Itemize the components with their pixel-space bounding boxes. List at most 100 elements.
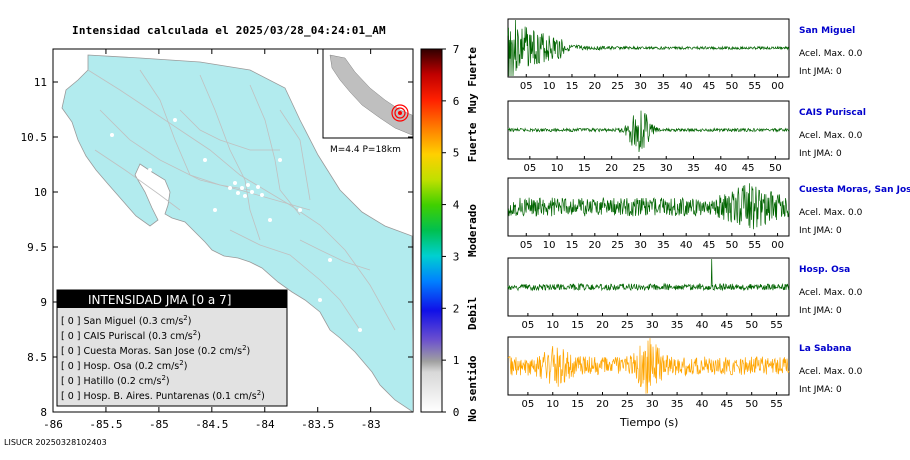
colorbar-tick-label: 6 [453,95,460,108]
seismogram-tick-label: 40 [714,163,727,174]
colorbar-tick-label: 1 [453,354,460,367]
seismogram-tick-label: 45 [720,399,733,410]
colorbar-labels: No sentido Debil Moderado Fuerte Muy Fuerte [466,47,479,422]
station-intensity: Int JMA: 0 [799,306,842,316]
map-ytick-label: 9 [40,296,47,309]
seismogram-tick-label: 05 [523,163,536,174]
colorbar-category-label: Debil [466,297,479,330]
seismogram-tick-label: 15 [571,320,584,331]
station-intensity: Int JMA: 0 [799,385,842,395]
legend-entry-unit-exp: 2 [183,314,187,322]
legend-entry-level: [ 0 ] [61,331,84,342]
seismogram-tick-label: 40 [680,240,693,251]
colorbar-tick-label: 7 [453,43,460,56]
map-y-axis: 8 8.5 9 9.5 10 10.5 11 [21,76,413,419]
map-x-axis: -86 -85.5 -85 -84.5 -84 -83.5 -83 [43,49,381,431]
time-axis-label: Tiempo (s) [619,416,678,429]
seismogram-tick-label: 40 [696,320,709,331]
seismogram-panel: 05 10 15 20 25 30 35 40 45 50 55 00 Cuesta Moras, Sa… [507,177,910,251]
roads [87,69,396,331]
seismogram-tick-label: 35 [657,81,670,92]
seismogram-tick-label: 00 [771,81,784,92]
colorbar-tick-label: 5 [453,147,460,160]
seismogram-panel: 05 10 15 20 25 30 35 40 45 50 55 La Sabana Acel. Max… [507,336,863,410]
seismogram-waveform [507,338,790,394]
legend-entry: [ 0 ] San Miguel (0.3 cm/s2) [61,314,191,327]
station-intensity: Int JMA: 0 [799,149,842,159]
seismogram-tick-label: 00 [771,240,784,251]
seismogram-tick-label: 55 [748,81,761,92]
map-xtick-label: -85.5 [89,418,122,431]
map-xtick-label: -83.5 [301,418,334,431]
seismogram-tick-label: 35 [671,399,684,410]
seismogram-panel: 05 10 15 20 25 30 35 40 45 50 CAIS Puriscal Acel. M… [507,100,866,174]
station-accel: Acel. Max. 0.0 [799,49,863,59]
seismogram-tick-label: 05 [520,81,533,92]
colorbar-category-label: Muy Fuerte [466,47,479,114]
colorbar-category-label: Moderado [466,204,479,257]
seismogram-tick-label: 50 [745,399,758,410]
intensity-colorbar [420,48,443,413]
station-intensity: Int JMA: 0 [799,226,842,236]
legend-entry-unit-exp: 2 [257,389,261,397]
seismogram-tick-label: 40 [696,399,709,410]
seismogram-tick-label: 20 [588,81,601,92]
seismogram-tick-label: 15 [571,399,584,410]
seismogram-tick-label: 40 [680,81,693,92]
seismogram-tick-label: 50 [726,240,739,251]
seismogram-tick-label: 25 [611,240,624,251]
map-xtick-label: -84.5 [195,418,228,431]
legend-entry-level: [ 0 ] [61,346,84,357]
legend-entry-unit-exp: 2 [242,344,246,352]
seismogram-tick-label: 35 [671,320,684,331]
station-accel: Acel. Max. 0.0 [799,367,863,377]
seismogram-tick-label: 10 [546,399,559,410]
map-xtick-label: -84 [255,418,275,431]
station-name: Cuesta Moras, San Jose [799,185,910,195]
legend-rows: [ 0 ] San Miguel (0.3 cm/s2) [ 0 ] CAIS P… [61,314,265,402]
map-xtick-label: -86 [43,418,63,431]
costa-rica-map [61,54,413,412]
colorbar-tick-label: 2 [453,302,460,315]
legend-entry-unit-exp: 2 [161,374,165,382]
legend-entry: [ 0 ] Hosp. B. Aires. Puntarenas (0.1 cm… [61,389,265,402]
seismogram-tick-label: 15 [578,163,591,174]
inset-map [322,48,414,139]
map-title: Intensidad calculada el 2025/03/28_04:24… [72,24,386,37]
legend-entry-tail: ) [188,316,192,327]
station-name: La Sabana [799,344,852,354]
colorbar-tick-label: 4 [453,199,460,212]
seismogram-waveform [507,258,790,292]
seismogram-tick-label: 10 [546,320,559,331]
seismogram-tick-label: 05 [522,320,535,331]
station-dots [110,118,362,332]
seismogram-tick-label: 30 [660,163,673,174]
map-ytick-label: 8 [40,406,47,419]
seismogram-tick-label: 05 [522,399,535,410]
legend-title: INTENSIDAD JMA [0 a 7] [88,293,231,307]
seismogram-tick-label: 55 [770,320,783,331]
seismogram-tick-label: 30 [634,240,647,251]
seismogram-tick-label: 35 [657,240,670,251]
seismogram-tick-label: 25 [611,81,624,92]
seismogram-tick-label: 25 [621,399,634,410]
map-xtick-label: -83 [361,418,381,431]
station-accel: Acel. Max. 0.0 [799,208,863,218]
seismogram-tick-label: 20 [588,240,601,251]
intensity-legend: INTENSIDAD JMA [0 a 7] [56,289,288,407]
seismogram-tick-label: 10 [551,163,564,174]
legend-entry-tail: ) [166,376,170,387]
legend-entry-tail: ) [261,391,265,402]
station-accel: Acel. Max. 0.0 [799,131,863,141]
seismogram-tick-label: 55 [770,399,783,410]
station-accel: Acel. Max. 0.0 [799,288,863,298]
seismogram-tick-label: 05 [520,240,533,251]
legend-entry-name: CAIS Puriscal (0.3 cm/s [84,331,193,342]
legend-entry-name: Cuesta Moras. San Jose (0.2 cm/s [84,346,243,357]
seismogram-tick-label: 30 [634,81,647,92]
seismogram-waveform [507,110,790,153]
colorbar-tick-label: 0 [453,406,460,419]
seismogram-tick-label: 45 [720,320,733,331]
seismogram-tick-label: 55 [748,240,761,251]
